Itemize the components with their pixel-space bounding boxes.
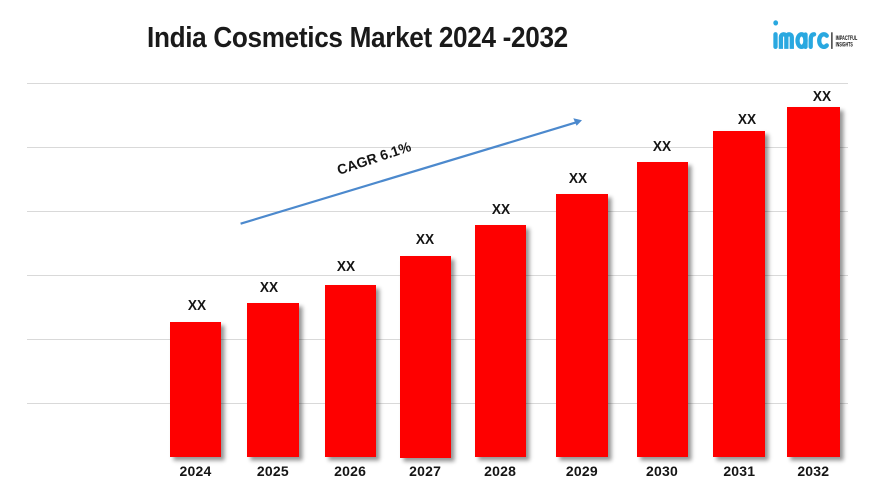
svg-text:INSIGHTS: INSIGHTS [836, 42, 853, 49]
svg-text:IMPACTFUL: IMPACTFUL [836, 35, 858, 42]
